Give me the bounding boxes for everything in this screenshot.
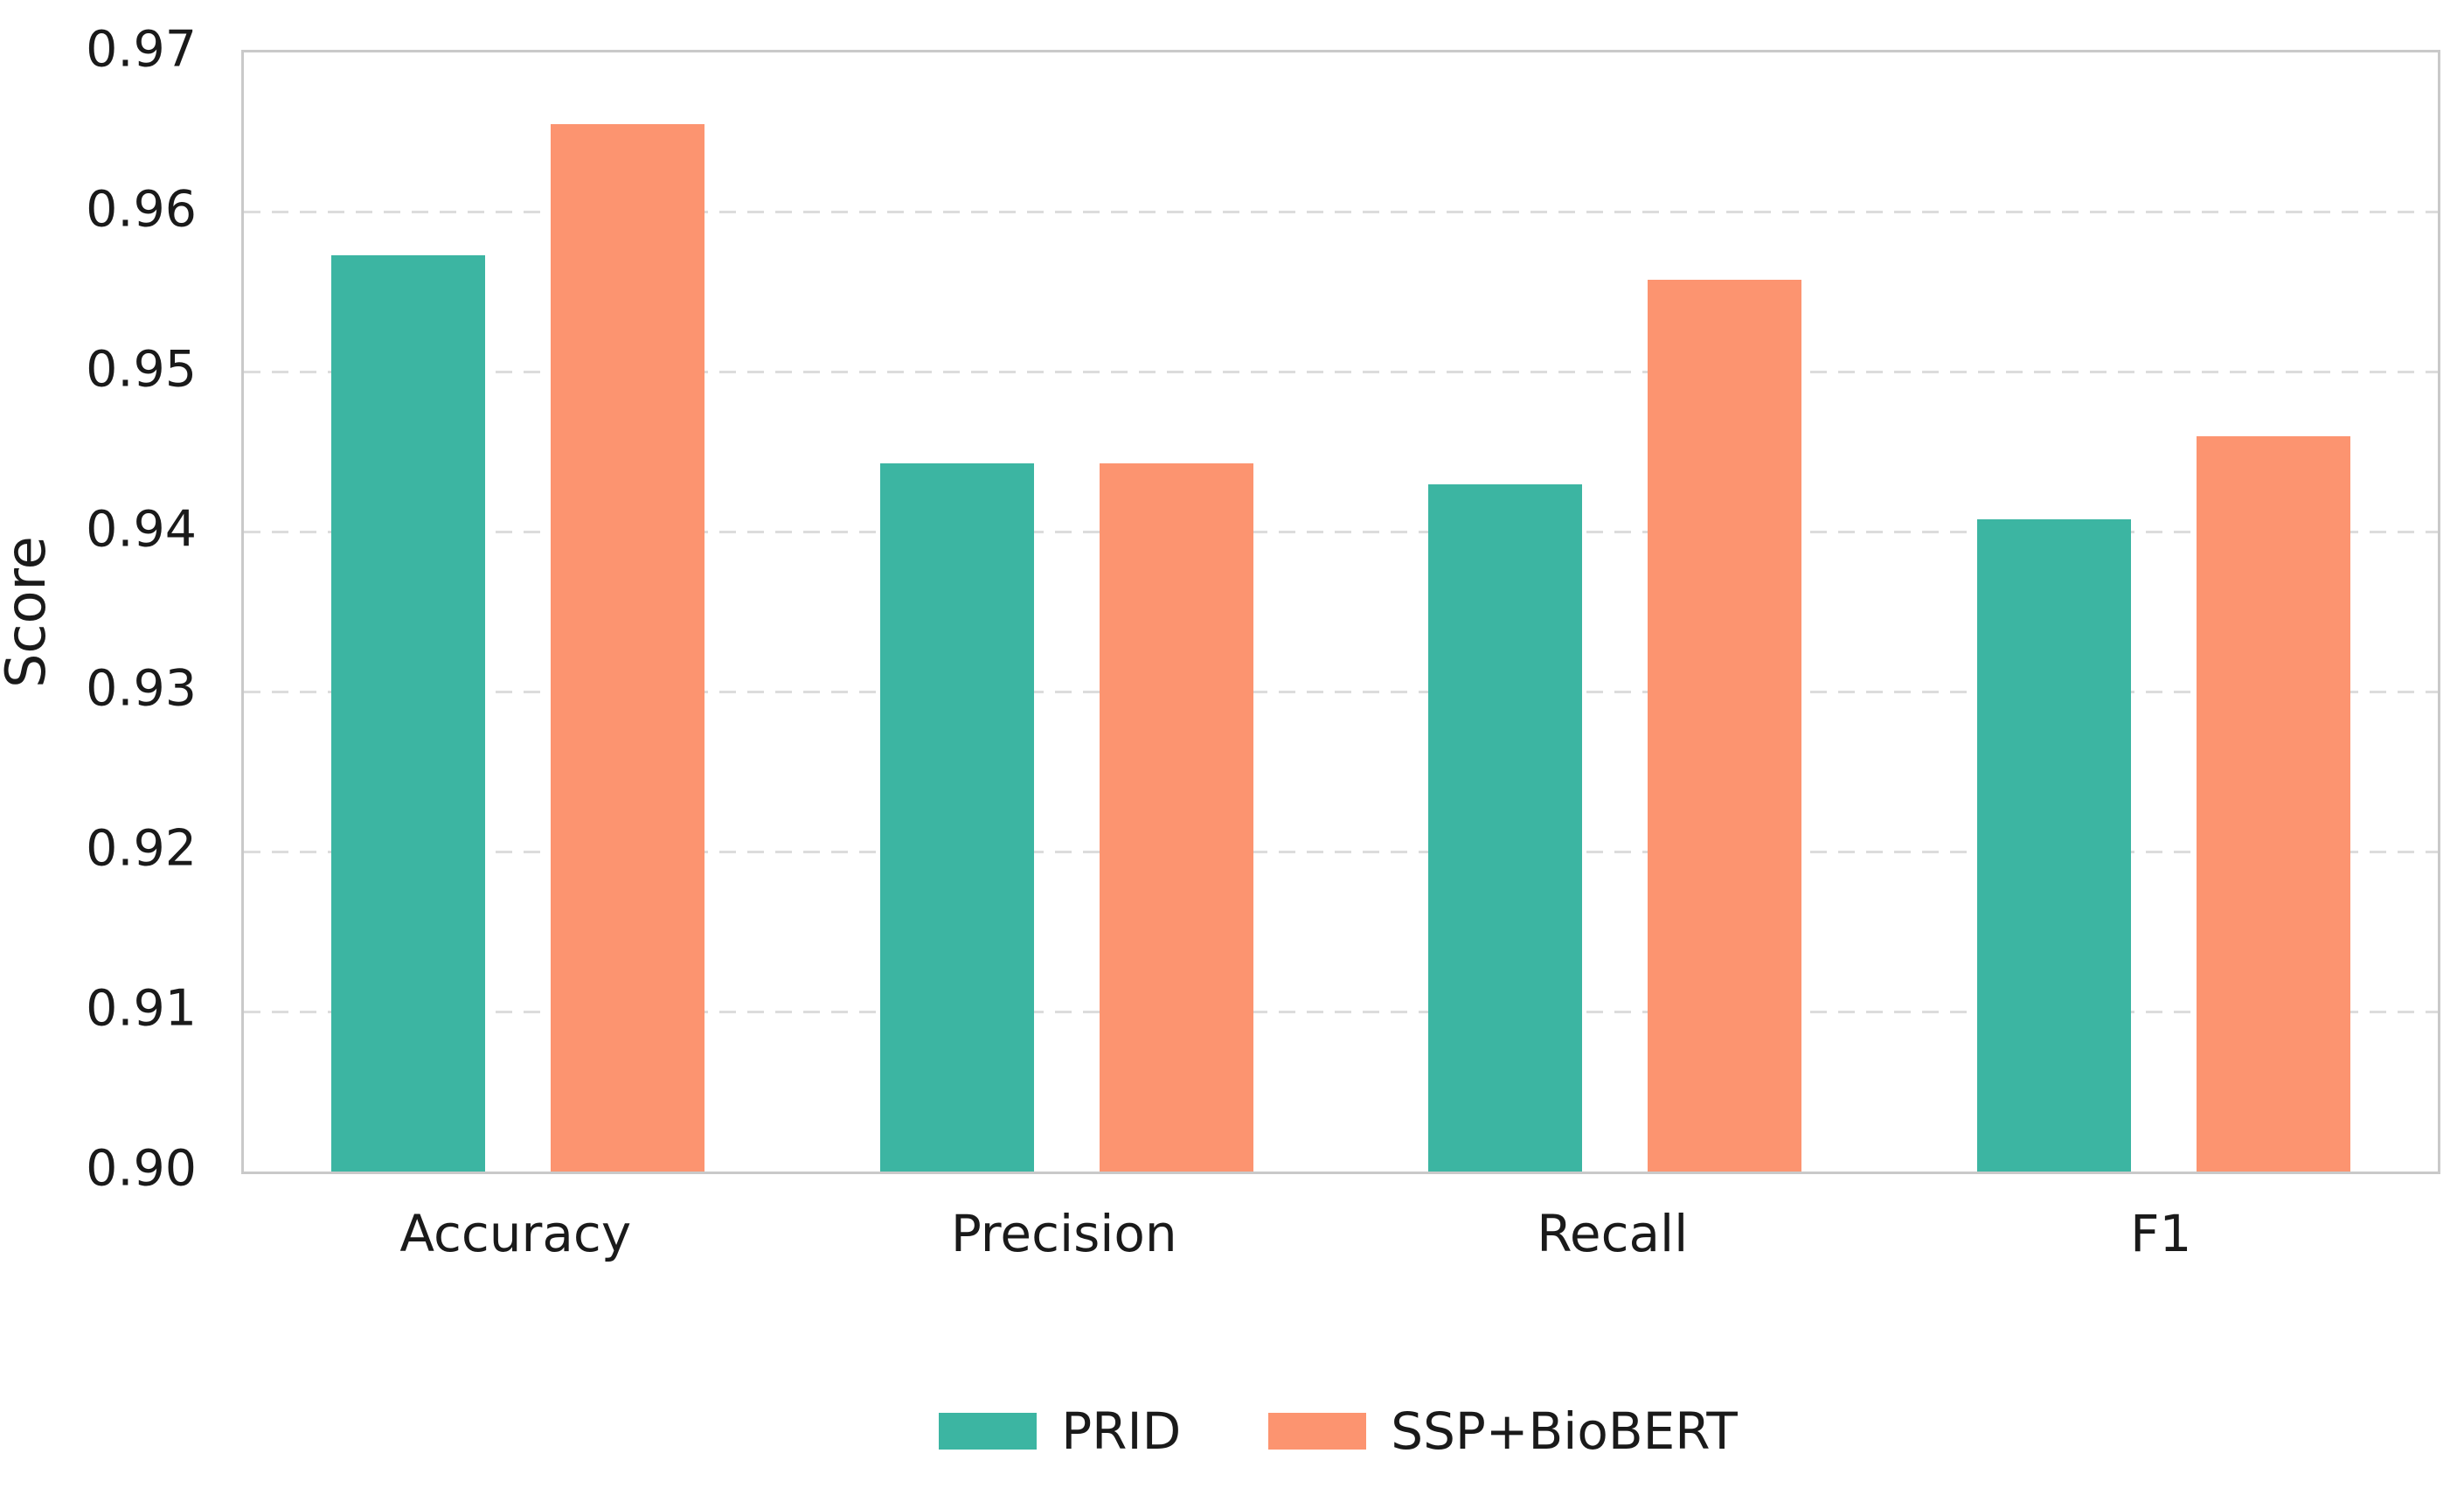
- y-tick-label-0.93: 0.93: [86, 659, 197, 718]
- gridline-0.95: [244, 371, 2438, 374]
- legend: PRID SSP+BioBERT: [241, 1406, 2435, 1457]
- gridline-0.91: [244, 1010, 2438, 1013]
- bar-prid-f1: [1976, 518, 2131, 1172]
- bar-ssp-biobert-accuracy: [551, 124, 705, 1172]
- gridline-0.94: [244, 531, 2438, 534]
- bar-prid-precision: [879, 462, 1034, 1172]
- gridline-0.93: [244, 690, 2438, 693]
- x-tick-label-precision: Precision: [950, 1204, 1177, 1263]
- gridline-0.92: [244, 850, 2438, 853]
- x-tick-label-f1: F1: [2130, 1204, 2192, 1263]
- bar-prid-recall: [1428, 483, 1583, 1172]
- y-tick-label-0.95: 0.95: [86, 340, 197, 399]
- x-tick-label-accuracy: Accuracy: [399, 1204, 632, 1263]
- legend-item-ssp-biobert: SSP+BioBERT: [1268, 1406, 1738, 1457]
- y-tick-label-0.97: 0.97: [86, 20, 197, 79]
- y-tick-label-0.94: 0.94: [86, 500, 197, 559]
- x-tick-label-recall: Recall: [1537, 1204, 1689, 1263]
- bar-prid-accuracy: [331, 255, 486, 1172]
- y-tick-label-0.91: 0.91: [86, 979, 197, 1038]
- bar-ssp-biobert-precision: [1099, 462, 1253, 1172]
- y-tick-label-0.90: 0.90: [86, 1139, 197, 1198]
- bar-ssp-biobert-recall: [1648, 279, 1802, 1172]
- gridline-0.96: [244, 211, 2438, 214]
- y-tick-label-0.92: 0.92: [86, 819, 197, 878]
- y-tick-label-0.96: 0.96: [86, 180, 197, 239]
- legend-swatch-ssp-biobert: [1268, 1413, 1367, 1450]
- legend-label-ssp-biobert: SSP+BioBERT: [1391, 1401, 1738, 1461]
- legend-swatch-prid: [939, 1413, 1038, 1450]
- bar-ssp-biobert-f1: [2196, 435, 2350, 1172]
- legend-label-prid: PRID: [1061, 1401, 1182, 1461]
- legend-item-prid: PRID: [939, 1406, 1181, 1457]
- plot-area: [241, 50, 2440, 1174]
